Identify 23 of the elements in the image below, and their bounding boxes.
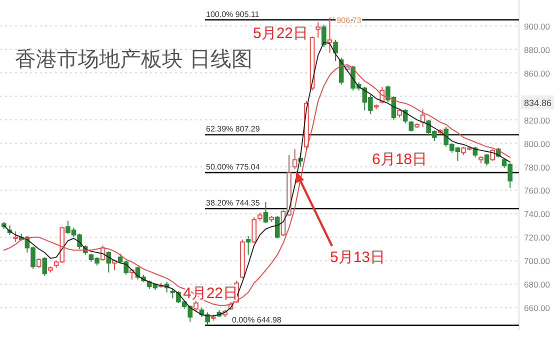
y-tick-label: 760.00: [524, 186, 550, 196]
y-tick-label: 880.00: [524, 44, 550, 55]
y-tick-label: 860.00: [524, 68, 550, 78]
y-tick-label: 800.00: [524, 138, 550, 149]
text: 香港市场地产板块 日线图: [15, 47, 253, 71]
y-tick-label: 820.00: [524, 115, 550, 126]
y-tick-label: 740.00: [524, 209, 550, 220]
y-tick-label: 780.00: [524, 162, 550, 172]
annotation: 6月18日: [372, 151, 428, 168]
y-tick-label: 720.00: [524, 232, 550, 243]
ref-line-label: 0.00% 644.98: [232, 315, 282, 324]
ref-line-label: 50.00% 775.04: [206, 162, 260, 172]
ref-line-label: 62.39% 807.29: [206, 124, 260, 134]
annotation: 834.86: [524, 98, 552, 108]
ref-line-label: 100.0% 905.11: [206, 10, 260, 19]
annotation: 5月22日: [253, 25, 308, 42]
ref-line-label: 38.20% 744.35: [206, 198, 260, 208]
annotation: 5月13日: [330, 249, 386, 266]
y-tick-label: 680.00: [524, 280, 550, 290]
y-tick-label: 700.00: [524, 256, 550, 266]
y-tick-label: 660.00: [524, 303, 550, 314]
candlestick: [327, 17, 332, 54]
y-tick-label: 900.00: [524, 21, 550, 32]
